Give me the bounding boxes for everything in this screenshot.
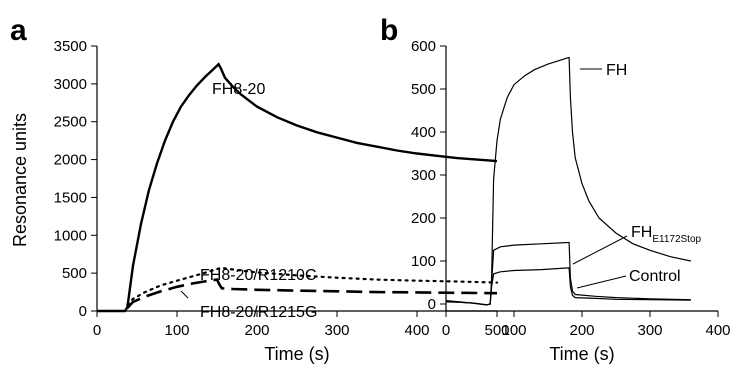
y-tick-label: 0: [79, 303, 87, 320]
series-control-line: [445, 267, 691, 306]
panel-b-y-ticks: 0 100 200 300 400 500 600: [411, 38, 446, 313]
series-fh8-20-r1215g-line: [126, 278, 498, 309]
y-tick-label: 2500: [54, 114, 87, 131]
y-tick-label: 1500: [54, 189, 87, 206]
y-tick-label: 2000: [54, 152, 87, 169]
x-tick-label: 400: [404, 322, 429, 339]
panel-a-letter: a: [10, 14, 27, 47]
y-tick-label: 1000: [54, 227, 87, 244]
panel-b: b 0 100 200 300 400 500 600 0 100 200 300 400 Time…: [380, 14, 731, 364]
x-tick-label: 200: [569, 322, 594, 339]
y-tick-label: 0: [428, 296, 436, 313]
x-tick-label: 300: [324, 322, 349, 339]
x-tick-label: 0: [93, 322, 101, 339]
panel-a-y-label: Resonance units: [10, 113, 30, 247]
label-fh8-20-r1215g: FH8-20/R1215G: [200, 304, 317, 321]
x-tick-label: 100: [501, 322, 526, 339]
y-tick-label: 3000: [54, 76, 87, 93]
label-fh: FH: [606, 62, 627, 79]
y-tick-label: 100: [411, 253, 436, 270]
panel-a-y-ticks: 0 500 1000 1500 2000 2500 3000 3500: [54, 38, 97, 320]
panel-b-x-label: Time (s): [549, 344, 614, 364]
leader-fh-e1172stop: [572, 235, 628, 265]
x-tick-label: 500: [484, 322, 509, 339]
label-control: Control: [629, 268, 681, 285]
leader-r1215g: [180, 290, 189, 299]
leader-control: [576, 275, 627, 289]
y-tick-label: 500: [411, 81, 436, 98]
y-tick-label: 600: [411, 38, 436, 55]
x-tick-label: 300: [637, 322, 662, 339]
x-tick-label: 200: [244, 322, 269, 339]
panel-a-x-ticks: 0 100 200 300 400 500: [93, 311, 510, 339]
label-fh8-20: FH8-20: [212, 81, 265, 98]
panel-b-letter: b: [380, 14, 398, 47]
label-fh-e1172stop: FHE1172Stop: [631, 224, 702, 245]
y-tick-label: 3500: [54, 38, 87, 55]
panel-b-x-ticks: 0 100 200 300 400: [442, 311, 731, 339]
label-fh8-20-r1210c: FH8-20/R1210C: [200, 267, 317, 284]
y-tick-label: 300: [411, 167, 436, 184]
y-tick-label: 500: [62, 265, 87, 282]
series-fh8-20-line: [97, 62, 498, 313]
panel-a-x-label: Time (s): [264, 344, 329, 364]
x-tick-label: 0: [442, 322, 450, 339]
y-tick-label: 400: [411, 124, 436, 141]
y-tick-label: 200: [411, 210, 436, 227]
series-fh8-20-r1210c-line: [126, 266, 499, 306]
x-tick-label: 100: [164, 322, 189, 339]
x-tick-label: 400: [705, 322, 730, 339]
